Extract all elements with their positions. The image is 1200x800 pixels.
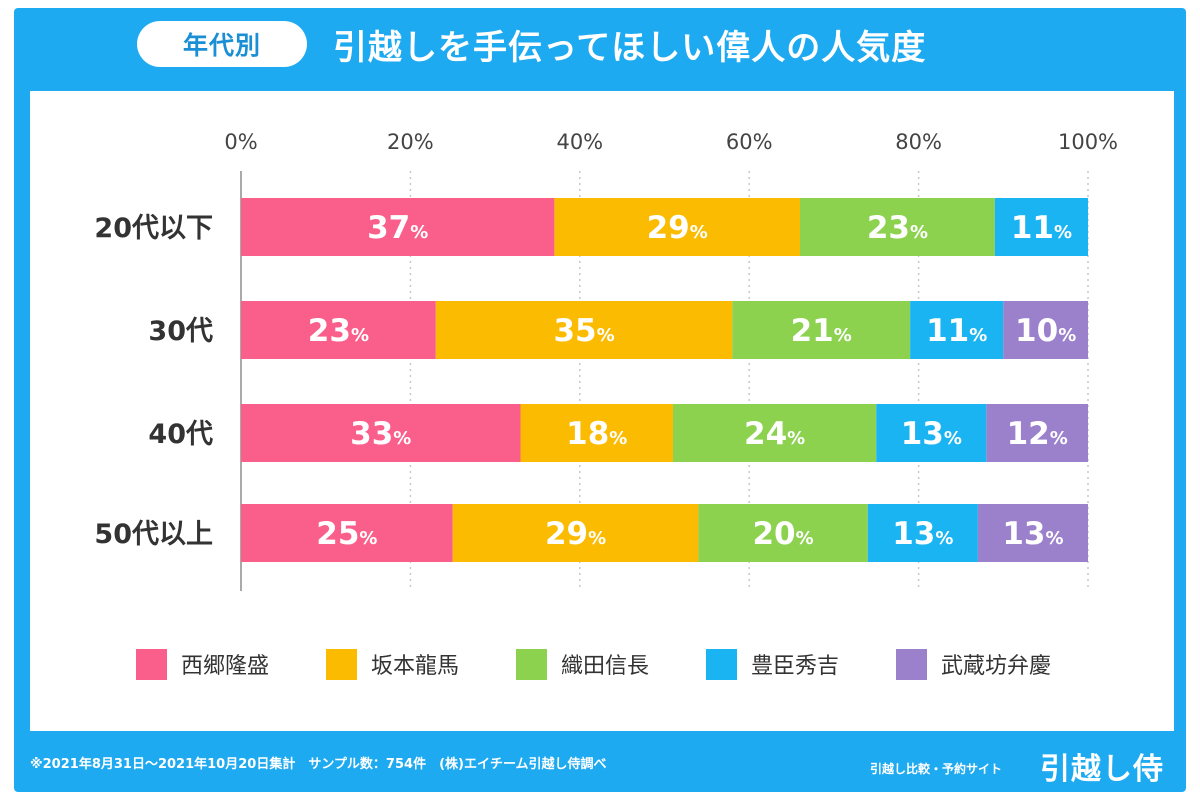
chart-title: 引越しを手伝ってほしい偉人の人気度 (333, 27, 927, 68)
brand-tagline: 引越し比較・予約サイト (870, 761, 1003, 776)
legend-item: 西郷隆盛 (136, 644, 269, 684)
x-tick-label: 40% (556, 130, 603, 154)
bar-value-label: 18% (566, 416, 627, 452)
bar-value-label: 24% (744, 416, 805, 452)
y-category-label: 40代 (148, 419, 213, 450)
y-category-label: 50代以上 (94, 519, 213, 550)
y-category-label: 30代 (148, 316, 213, 347)
bar-segment (241, 198, 555, 256)
legend-swatch (326, 648, 357, 680)
bar-segment (876, 404, 987, 462)
bar-value-label: 21% (791, 313, 852, 349)
brand-logo: 引越し侍 (1040, 752, 1164, 787)
bar-segment (698, 504, 868, 562)
legend-item: 織田信長 (516, 644, 649, 684)
bar-segment (520, 404, 673, 462)
legend: 西郷隆盛 坂本龍馬 織田信長 豊臣秀吉 武蔵坊弁慶 (136, 644, 1096, 684)
bar-segment (986, 404, 1088, 462)
bar-segment (994, 198, 1088, 256)
bar-value-label: 33% (350, 416, 411, 452)
bar-segment (1003, 301, 1088, 359)
chart-panel: 0% 20% 40% 60% 80% 100% 20代以下 37% 29% 23% 11% 30代 23… (30, 91, 1174, 731)
legend-label: 武蔵坊弁慶 (941, 654, 1052, 679)
legend-item: 豊臣秀吉 (706, 644, 839, 684)
bar-value-label: 37% (367, 210, 428, 246)
x-tick-label: 60% (726, 130, 773, 154)
legend-label: 豊臣秀吉 (751, 654, 840, 679)
legend-swatch (136, 648, 167, 680)
bar-value-label: 29% (647, 210, 708, 246)
bar-value-label: 23% (308, 313, 369, 349)
bar-value-label: 13% (901, 416, 962, 452)
bar-value-label: 25% (316, 516, 377, 552)
bar-segment (241, 504, 453, 562)
bar-value-label: 20% (752, 516, 813, 552)
bar-segment (977, 504, 1088, 562)
legend-label: 織田信長 (561, 654, 650, 679)
bar-value-label: 23% (867, 210, 928, 246)
x-tick-label: 100% (1058, 130, 1118, 154)
bar-segment (241, 404, 521, 462)
legend-label: 坂本龍馬 (371, 654, 460, 679)
legend-swatch (896, 648, 927, 680)
bar-segment (435, 301, 733, 359)
bar-value-label: 13% (1002, 516, 1063, 552)
age-group-badge: 年代別 (137, 21, 307, 67)
bar-value-label: 11% (926, 313, 987, 349)
legend-swatch (516, 648, 547, 680)
bar-segment (867, 504, 978, 562)
stacked-bar-chart: 0% 20% 40% 60% 80% 100% 20代以下 37% 29% 23% 11% 30代 23… (94, 130, 1118, 591)
x-tick-label: 0% (224, 130, 257, 154)
x-tick-label: 20% (387, 130, 434, 154)
x-tick-label: 80% (895, 130, 942, 154)
bar-segment (554, 198, 801, 256)
bar-value-label: 13% (892, 516, 953, 552)
bar-segment (241, 301, 436, 359)
legend-item: 坂本龍馬 (326, 644, 459, 684)
legend-item: 武蔵坊弁慶 (896, 644, 1051, 684)
bar-value-label: 35% (553, 313, 614, 349)
bar-segment (732, 301, 911, 359)
legend-swatch (706, 648, 737, 680)
bar-segment (452, 504, 699, 562)
bar-segment (672, 404, 877, 462)
bar-value-label: 29% (545, 516, 606, 552)
bar-segment (800, 198, 995, 256)
survey-note: ※2021年8月31日〜2021年10月20日集計 サンプル数：754件 (株)… (30, 756, 607, 772)
y-category-label: 20代以下 (94, 213, 213, 244)
bar-value-label: 12% (1007, 416, 1068, 452)
bar-value-label: 10% (1015, 313, 1076, 349)
bar-segment (910, 301, 1004, 359)
bar-value-label: 11% (1011, 210, 1072, 246)
legend-label: 西郷隆盛 (181, 654, 270, 679)
